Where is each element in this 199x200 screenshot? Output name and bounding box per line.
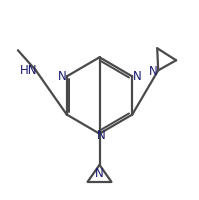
Text: N: N	[149, 65, 158, 77]
Text: N: N	[95, 166, 104, 179]
Text: HN: HN	[20, 64, 38, 76]
Text: N: N	[133, 70, 142, 82]
Text: N: N	[97, 129, 106, 141]
Text: N: N	[57, 70, 66, 82]
